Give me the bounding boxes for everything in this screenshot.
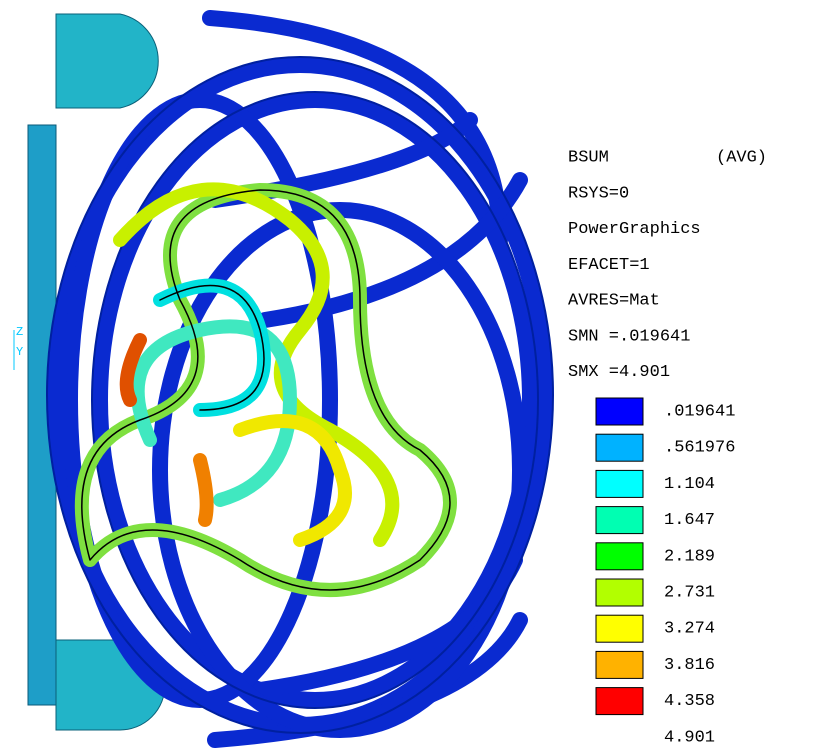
legend-level: 2.731 (664, 583, 715, 602)
legend-setting: AVRES=Mat (568, 292, 660, 311)
legend-swatch (596, 470, 643, 497)
support-top (56, 14, 158, 108)
legend-swatch (596, 615, 643, 642)
legend-swatch (596, 688, 643, 715)
screen: Z Y BSUM (AVG) RSYS=0 PowerGraphics EFACET… (0, 0, 815, 753)
model (28, 14, 553, 740)
legend-swatch (596, 398, 643, 425)
page: Z Y BSUM (AVG) RSYS=0 PowerGraphics EFACET… (0, 0, 815, 753)
legend: BSUM (AVG) RSYS=0 PowerGraphics EFACET=1 AV… (568, 148, 767, 747)
legend-swatch (596, 543, 643, 570)
legend-level: .019641 (664, 402, 735, 421)
legend-level: 4.358 (664, 692, 715, 711)
legend-qualifier: (AVG) (716, 148, 767, 167)
legend-swatch (596, 579, 643, 606)
legend-setting: SMX =4.901 (568, 363, 670, 382)
legend-swatch (596, 507, 643, 534)
legend-level: 4.901 (664, 728, 715, 747)
legend-setting: PowerGraphics (568, 220, 701, 239)
legend-level: .561976 (664, 439, 735, 458)
triad: Z Y (14, 325, 23, 370)
legend-setting: SMN =.019641 (568, 327, 690, 346)
legend-level: 2.189 (664, 547, 715, 566)
legend-swatch (596, 434, 643, 461)
triad-z: Z (16, 325, 23, 339)
legend-title: BSUM (568, 148, 609, 167)
legend-swatch (596, 651, 643, 678)
triad-y: Y (16, 345, 23, 359)
legend-level: 1.647 (664, 511, 715, 530)
legend-setting: RSYS=0 (568, 184, 629, 203)
legend-level: 3.274 (664, 620, 715, 639)
legend-setting: EFACET=1 (568, 256, 650, 275)
legend-level: 3.816 (664, 656, 715, 675)
legend-level: 1.104 (664, 475, 715, 494)
